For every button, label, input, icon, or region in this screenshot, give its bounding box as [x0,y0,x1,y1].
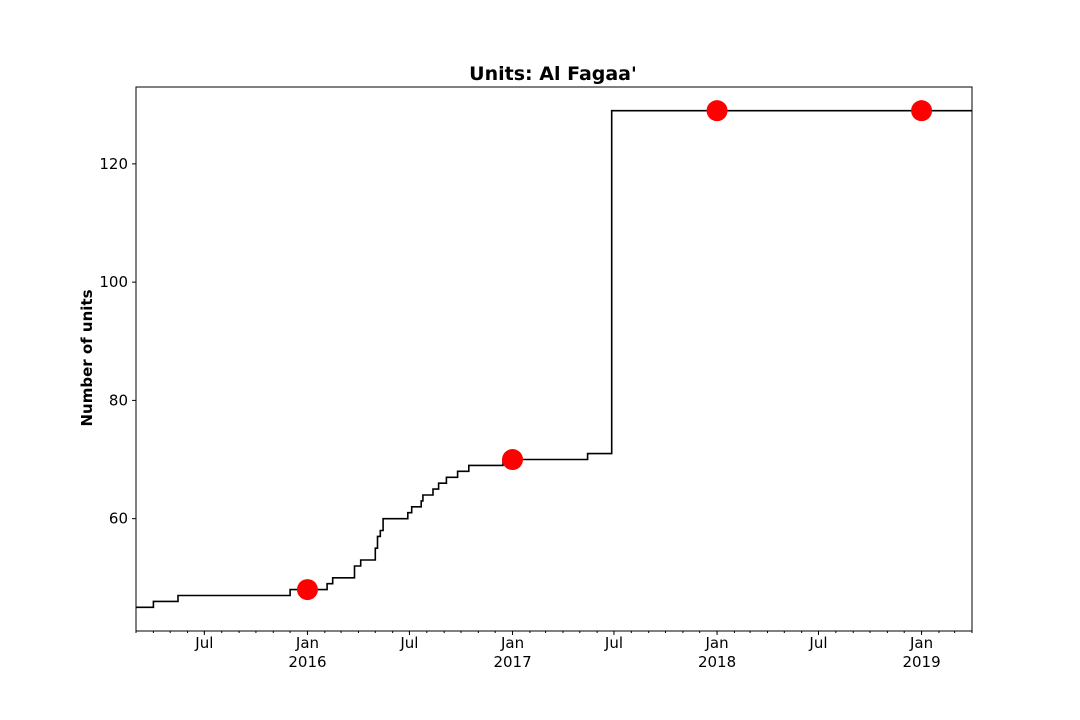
x-tick-label: Jul [194,634,213,652]
x-tick-label: Jul [808,634,827,652]
x-tick-year-label: 2018 [698,653,736,671]
chart-title: Units: Al Fagaa' [469,63,637,85]
x-tick-label: Jul [604,634,623,652]
x-tick-year-label: 2016 [288,653,326,671]
y-axis-label: Number of units [78,289,96,426]
y-tick-label: 120 [99,155,128,173]
y-axis-ticks: 60 80 100 120 [99,155,136,528]
y-tick-label: 80 [109,391,128,409]
red-markers [296,100,933,601]
x-tick-year-label: 2017 [493,653,531,671]
red-marker-point [296,579,318,601]
red-marker-point [706,100,728,122]
x-tick-label: Jan [500,634,524,652]
red-marker-point [502,449,524,471]
units-step-line [136,109,972,609]
red-marker-point [911,100,933,122]
x-tick-year-label: 2019 [902,653,940,671]
y-tick-label: 100 [99,273,128,291]
x-tick-label: Jan [704,634,728,652]
units-step-path [136,109,972,609]
plot-frame [135,86,973,632]
x-tick-label: Jan [295,634,319,652]
x-tick-label: Jan [909,634,933,652]
x-tick-label: Jul [399,634,418,652]
y-tick-label: 60 [109,510,128,528]
